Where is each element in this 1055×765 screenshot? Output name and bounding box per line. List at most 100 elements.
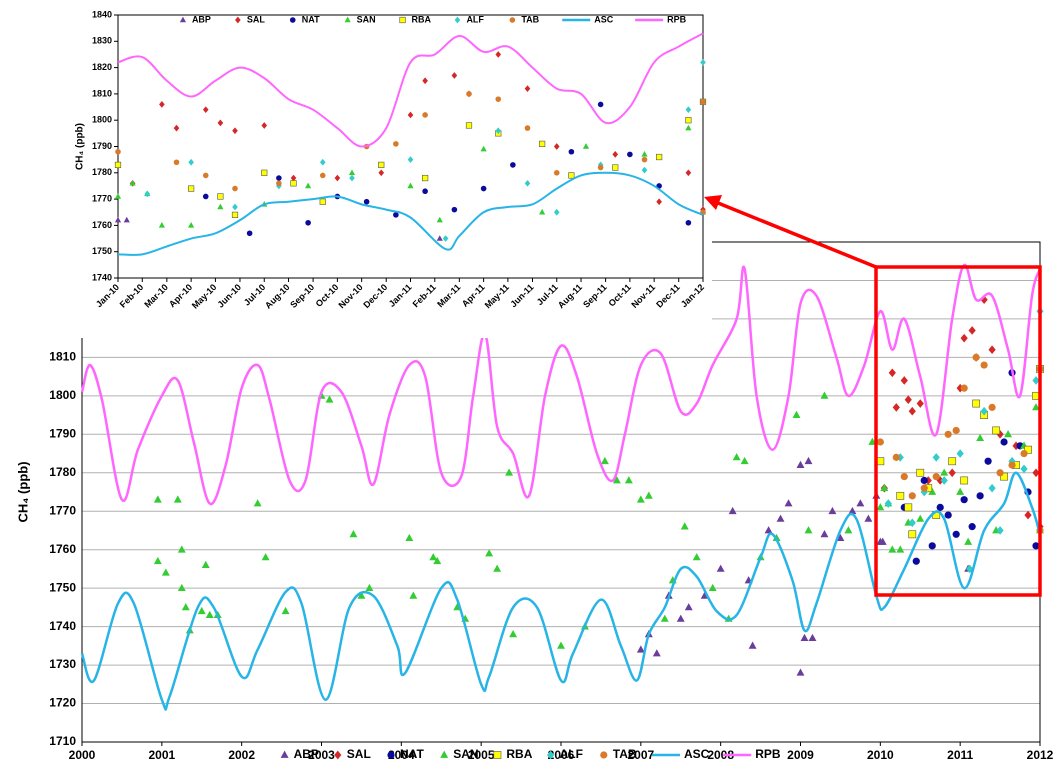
point	[960, 496, 968, 504]
point	[680, 522, 689, 530]
x-tick-label: 2003	[308, 748, 335, 762]
y-tick-label: 1760	[49, 542, 76, 556]
y-tick-label: 1820	[92, 62, 112, 72]
point	[660, 614, 669, 622]
point	[928, 542, 936, 550]
point	[636, 495, 645, 503]
point	[173, 495, 182, 503]
point	[836, 533, 845, 542]
point	[451, 206, 458, 213]
point	[844, 526, 853, 534]
point	[319, 198, 326, 205]
point	[980, 361, 988, 369]
legend-swatch	[547, 750, 555, 760]
point	[964, 537, 973, 545]
point	[557, 641, 565, 649]
legend-swatch	[454, 16, 461, 24]
point	[253, 499, 262, 507]
point	[936, 503, 944, 511]
point	[656, 198, 662, 206]
point	[876, 457, 885, 466]
point	[349, 529, 358, 538]
point	[319, 158, 326, 166]
x-tick-label: 2006	[548, 748, 575, 762]
point	[796, 460, 805, 468]
point	[1004, 429, 1013, 438]
point	[944, 430, 952, 438]
point	[992, 426, 1000, 435]
point	[232, 203, 238, 211]
series-line	[80, 263, 1042, 506]
point	[505, 468, 514, 476]
point	[796, 668, 805, 676]
point	[378, 161, 385, 169]
point	[641, 151, 648, 157]
y-tick-label: 1790	[49, 426, 76, 440]
legend-swatch	[399, 16, 406, 24]
y-tick-label: 1770	[92, 193, 112, 203]
point	[407, 156, 414, 164]
point	[820, 391, 829, 399]
point	[173, 159, 180, 166]
point	[422, 77, 428, 85]
point	[159, 101, 165, 108]
point	[932, 453, 940, 462]
point	[188, 222, 195, 228]
inset-background	[0, 0, 712, 338]
point	[115, 148, 121, 155]
y-tick-label: 1790	[92, 141, 112, 151]
x-tick-label: 2001	[148, 748, 175, 762]
point	[916, 468, 925, 477]
point	[524, 125, 531, 131]
point	[217, 203, 224, 210]
point	[960, 333, 968, 343]
point	[896, 491, 905, 500]
legend-label: NAT	[400, 747, 424, 761]
x-tick-label: 2004	[388, 748, 415, 762]
point	[261, 169, 268, 176]
point	[451, 72, 458, 79]
point	[904, 395, 912, 405]
point	[1012, 441, 1020, 451]
point	[988, 403, 996, 411]
point	[177, 583, 186, 592]
legend-swatch	[280, 750, 289, 758]
point	[956, 487, 965, 495]
point	[181, 603, 190, 611]
point	[524, 179, 531, 187]
point	[597, 164, 604, 171]
point	[495, 51, 502, 58]
point	[290, 174, 297, 182]
x-tick-label: 2008	[707, 748, 734, 762]
point	[261, 553, 270, 561]
point	[748, 641, 757, 649]
point	[966, 564, 974, 574]
point	[896, 545, 905, 553]
y-tick-label: 1750	[92, 246, 112, 256]
point	[539, 140, 546, 147]
point	[173, 124, 180, 132]
y-tick-label: 1730	[49, 657, 76, 671]
point	[848, 506, 857, 515]
point	[644, 491, 653, 499]
point	[319, 172, 326, 179]
plot-frame	[117, 14, 704, 279]
legend-swatch	[509, 17, 516, 23]
legend-swatch	[334, 750, 342, 760]
point	[409, 591, 418, 599]
x-tick-label: 2005	[468, 748, 495, 762]
series-line	[117, 32, 704, 148]
point	[996, 526, 1004, 535]
point	[202, 193, 209, 200]
point	[114, 216, 122, 223]
point	[553, 170, 560, 176]
series-line	[80, 471, 1042, 711]
point	[764, 526, 773, 534]
point	[676, 614, 685, 622]
point	[495, 127, 502, 135]
point	[114, 193, 122, 199]
point	[612, 476, 621, 484]
point	[188, 158, 194, 166]
point	[202, 106, 209, 114]
